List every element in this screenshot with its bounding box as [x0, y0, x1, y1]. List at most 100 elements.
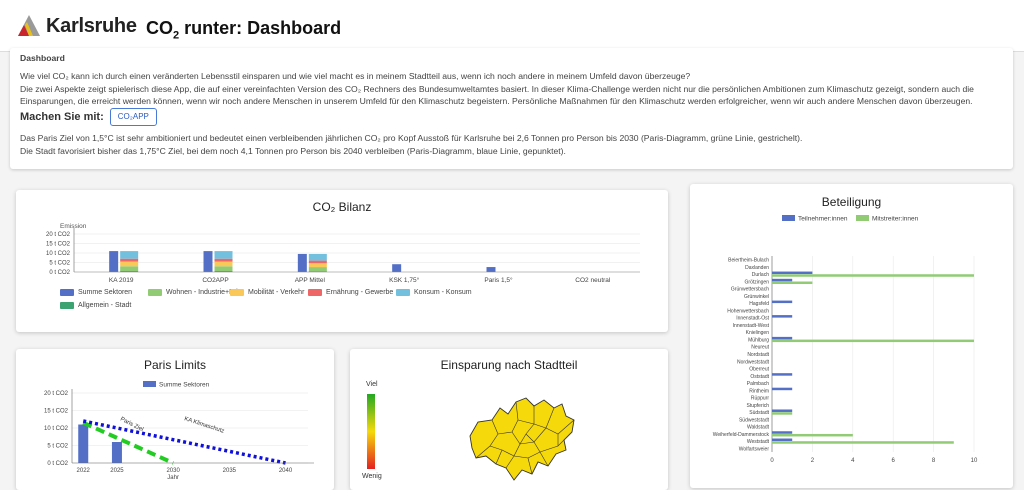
y-tick-label: Mühlburg [748, 337, 769, 343]
paris-ziel-line [82, 420, 174, 465]
scale-bottom-label: Wenig [362, 473, 382, 480]
paris-limits-chart: Summe Sektoren 0 t CO2 5 t CO2 10 t CO2 15 t… [44, 381, 314, 481]
y-tick-label: 10 t CO2 [46, 251, 71, 257]
bar-teilnehmer [772, 409, 793, 412]
beteiligung-chart: Teilnehmer:innen Mitstreiter:innen 0 2 4 6 8 10… [713, 215, 978, 464]
x-tick-label: CO2 neutral [575, 277, 611, 284]
legend-swatch [782, 215, 795, 221]
x-axis-label: Jahr [167, 475, 179, 481]
bar-wohnen-industrie-priv [120, 266, 139, 272]
bar-mitstreiter [772, 274, 974, 277]
legend-item[interactable]: Allgemein - Stadt [60, 302, 131, 309]
legend-swatch [148, 289, 162, 296]
card-title: Paris Limits [143, 358, 206, 372]
ka-klimaschutz-line [82, 419, 286, 465]
bar-summe-sektoren [109, 251, 119, 272]
bar-teilnehmer [772, 278, 793, 282]
intro-panel: Dashboard Wie viel CO₂ kann ich durch ei… [10, 48, 1013, 169]
section-title: Dashboard [20, 53, 65, 63]
y-tick-label: 0 t CO2 [47, 461, 68, 467]
legend-item[interactable]: Wohnen - Industrie+Priv [148, 289, 241, 296]
x-tick-label: 10 [971, 458, 978, 464]
y-tick-label: 10 t CO2 [44, 426, 69, 432]
org-logo-text: Karlsruhe [46, 15, 137, 37]
x-tick-label: 8 [932, 458, 936, 464]
y-tick-label: Grünwinkel [744, 294, 769, 300]
card-title: Beteiligung [821, 195, 882, 209]
legend-swatch [308, 289, 322, 296]
legend-swatch [60, 289, 74, 296]
bar-mobilit-t-verkehr [214, 261, 233, 267]
x-tick-label: 6 [892, 458, 896, 464]
y-tick-label: Daxlanden [745, 265, 769, 271]
bar-teilnehmer [772, 336, 793, 340]
y-tick-label: Weiherfeld-Dammerstock [713, 432, 770, 438]
y-tick-label: Knielingen [746, 330, 770, 336]
y-tick-label: 0 t CO2 [49, 270, 70, 276]
bar-mitstreiter [772, 281, 813, 285]
legend-label: Mobilität - Verkehr [248, 289, 305, 296]
legend-label: Ernährung - Gewerbe [326, 289, 394, 296]
legend-item[interactable]: Summe Sektoren [60, 289, 132, 296]
y-tick-label: Neureut [751, 345, 769, 351]
app-header: Karlsruhe CO2 runter: Dashboard [0, 0, 1024, 52]
card-title: CO₂ Bilanz [312, 200, 372, 214]
make-label: Machen Sie mit: [20, 111, 104, 124]
intro-line: Die Stadt favorisiert bisher das 1,75°C … [20, 145, 566, 156]
legend-label: Summe Sektoren [78, 289, 133, 296]
y-tick-label: 15 t CO2 [44, 409, 69, 415]
co2-bilanz-card: CO₂ Bilanz Emission 0 t CO2 5 t CO2 10 t CO… [16, 190, 668, 332]
x-tick-label: KA 2019 [109, 277, 134, 284]
bar-konsum-konsum [214, 251, 233, 259]
bar-mobilit-t-verkehr [308, 263, 327, 268]
y-tick-label: Südweststadt [739, 417, 770, 423]
y-tick-label: Innenstadt-West [733, 323, 770, 329]
bar-summe-sektoren [486, 267, 496, 272]
legend-label: Konsum - Konsum [414, 289, 472, 296]
bar-allgemein-stadt [120, 271, 139, 272]
y-tick-label: Grünwettersbach [731, 287, 769, 293]
bar-mitstreiter [772, 441, 954, 444]
legend-label: Summe Sektoren [159, 382, 210, 389]
stadtteil-map[interactable] [450, 384, 600, 484]
y-tick-label: 5 t CO2 [47, 444, 68, 450]
y-tick-label: Wolfartsweier [739, 446, 770, 452]
x-tick-label: 0 [770, 458, 774, 464]
legend-item[interactable]: Mobilität - Verkehr [230, 289, 304, 296]
bar-summe-sektoren [297, 253, 307, 272]
x-tick-label: 2022 [77, 468, 91, 474]
bar-summe-sektoren [203, 251, 213, 272]
bar-ern-hrung-gewerbe [214, 258, 233, 262]
bar-allgemein-stadt [308, 271, 327, 272]
bar-teilnehmer [772, 315, 793, 318]
intro-line: Die zwei Aspekte zeigt spielerisch diese… [20, 83, 974, 94]
einsparung-card: Einsparung nach Stadtteil Viel Wenig [350, 349, 668, 490]
map-outline [469, 397, 575, 481]
page-title: CO2 runter: Dashboard [146, 18, 342, 42]
y-tick-label: Hagsfeld [749, 301, 769, 307]
bar-teilnehmer [772, 373, 793, 376]
y-tick-label: 5 t CO2 [49, 261, 70, 267]
y-tick-label: Oststadt [750, 374, 769, 380]
scale-top-label: Viel [366, 381, 378, 388]
bar-ern-hrung-gewerbe [120, 258, 139, 262]
bar-mitstreiter [772, 339, 974, 343]
y-tick-label: Südstadt [749, 410, 769, 416]
beteiligung-card: Beteiligung Teilnehmer:innen Mitstreiter:… [690, 184, 1013, 488]
legend-label: Allgemein - Stadt [78, 302, 132, 309]
y-tick-label: 15 t CO2 [46, 242, 71, 248]
color-scale-bar [367, 394, 375, 469]
y-tick-label: Rüppurr [751, 396, 769, 402]
bar-summe-sektoren [78, 424, 89, 463]
bar-mobilit-t-verkehr [120, 261, 139, 267]
legend-label: Teilnehmer:innen [798, 216, 848, 223]
co2app-button[interactable]: CO₂APP [109, 108, 157, 127]
y-tick-label: Durlach [752, 272, 769, 278]
legend-item[interactable]: Konsum - Konsum [396, 289, 472, 296]
bar-summe-sektoren [111, 442, 122, 463]
intro-line: Das Paris Ziel von 1,5°C ist sehr ambiti… [20, 133, 803, 144]
x-tick-label: 4 [851, 458, 855, 464]
x-tick-label: APP Mittel [295, 277, 326, 284]
karlsruhe-logo-icon [18, 15, 40, 36]
legend-item[interactable]: Ernährung - Gewerbe [308, 289, 393, 296]
